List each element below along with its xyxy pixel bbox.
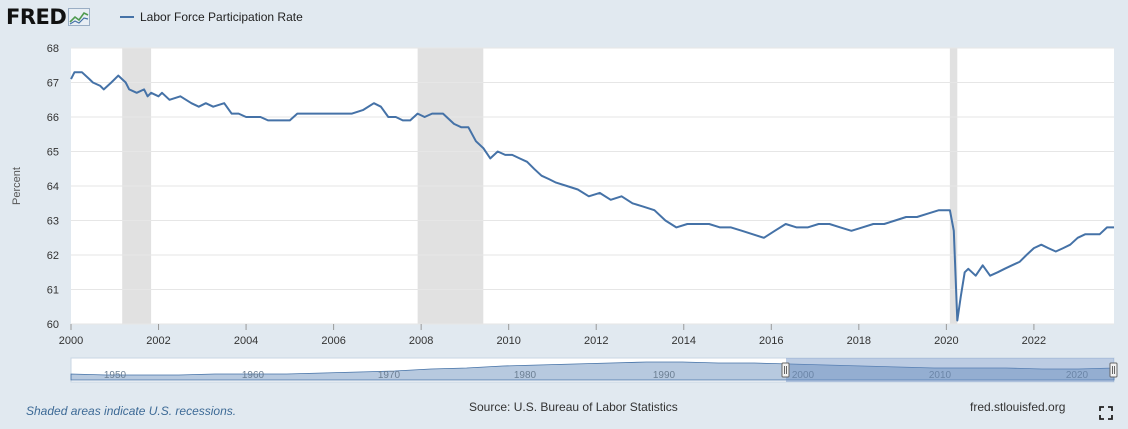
x-tick-label: 2004 — [234, 335, 258, 347]
x-tick-label: 2016 — [759, 335, 783, 347]
recession-note: Shaded areas indicate U.S. recessions. — [26, 404, 237, 418]
y-tick-label: 61 — [47, 285, 59, 297]
navigator-tick-label: 1960 — [242, 370, 265, 381]
line-chart[interactable]: 2000 2002 2004 2006 2008 2010 2012 2014 2016 2018… — [0, 0, 1128, 400]
navigator-tick-label: 1970 — [378, 370, 401, 381]
chart-header: FRED Labor Force Participation Rate — [0, 0, 1128, 40]
y-tick-label: 64 — [47, 181, 59, 193]
y-tick-label: 60 — [47, 319, 59, 331]
y-tick-label: 65 — [47, 147, 59, 159]
navigator-tick-label: 1990 — [653, 370, 676, 381]
x-tick-label: 2022 — [1022, 335, 1046, 347]
x-tick-label: 2012 — [584, 335, 608, 347]
fred-logo[interactable]: FRED — [6, 5, 91, 29]
navigator-handle-right[interactable] — [1109, 362, 1118, 378]
y-axis-label: Percent — [11, 167, 23, 205]
source-credit: Source: U.S. Bureau of Labor Statistics — [469, 400, 678, 414]
x-tick-label: 2008 — [409, 335, 433, 347]
navigator-selection — [786, 358, 1114, 382]
y-tick-label: 66 — [47, 112, 59, 124]
fred-graph-icon — [68, 8, 91, 26]
y-axis-ticks: 60 61 62 63 64 65 66 67 68 — [47, 43, 59, 331]
x-tick-label: 2010 — [496, 335, 520, 347]
x-axis-ticks: 2000 2002 2004 2006 2008 2010 2012 2014 2016 2018… — [59, 324, 1046, 347]
x-tick-label: 2014 — [672, 335, 696, 347]
fullscreen-icon[interactable] — [1099, 406, 1113, 420]
x-tick-label: 2018 — [847, 335, 871, 347]
y-tick-label: 63 — [47, 216, 59, 228]
x-tick-label: 2000 — [59, 335, 83, 347]
navigator-handle-left[interactable] — [781, 362, 790, 378]
brand-name: FRED — [6, 5, 67, 29]
range-navigator[interactable]: 1950 1960 1970 1980 1990 2000 2010 2020 — [70, 357, 1118, 383]
navigator-area — [70, 361, 1115, 381]
series-layer — [70, 71, 1114, 322]
navigator-tick-label: 1950 — [104, 370, 127, 381]
series-line — [70, 71, 1114, 322]
fred-url-link[interactable]: fred.stlouisfed.org — [970, 400, 1066, 414]
x-tick-label: 2002 — [146, 335, 170, 347]
y-tick-label: 62 — [47, 250, 59, 262]
chart-legend[interactable]: Labor Force Participation Rate — [120, 10, 303, 24]
navigator-tick-label: 2000 — [792, 370, 815, 381]
navigator-tick-labels: 1950 1960 1970 1980 1990 2000 2010 2020 — [104, 370, 1089, 381]
navigator-tick-label: 1980 — [514, 370, 537, 381]
y-tick-label: 68 — [47, 43, 59, 55]
y-tick-label: 67 — [47, 78, 59, 90]
x-tick-label: 2020 — [934, 335, 958, 347]
x-tick-label: 2006 — [321, 335, 345, 347]
navigator-tick-label: 2020 — [1066, 370, 1089, 381]
legend-swatch — [120, 16, 134, 18]
navigator-tick-label: 2010 — [929, 370, 952, 381]
grid-lines — [71, 47, 1114, 325]
legend-label: Labor Force Participation Rate — [140, 10, 303, 24]
